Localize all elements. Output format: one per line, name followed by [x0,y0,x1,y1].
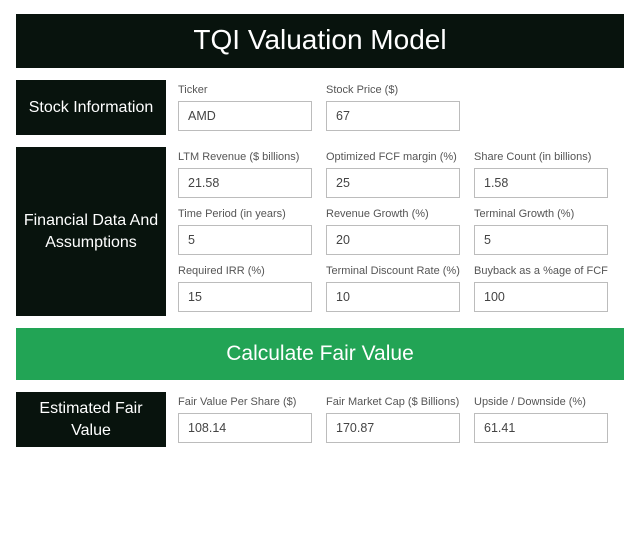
section-label-stock: Stock Information [16,80,166,135]
input-stock-price[interactable] [326,101,460,131]
section-stock-info: Stock Information Ticker Stock Price ($) [16,80,624,135]
input-time-period[interactable] [178,225,312,255]
input-ticker[interactable] [178,101,312,131]
input-fcf-margin[interactable] [326,168,460,198]
label-stock-price: Stock Price ($) [326,84,460,96]
label-fcf-margin: Optimized FCF margin (%) [326,151,460,163]
label-fair-value-share: Fair Value Per Share ($) [178,396,312,408]
section-financial: Financial Data And Assumptions LTM Reven… [16,147,624,316]
output-upside [474,413,608,443]
input-ltm-revenue[interactable] [178,168,312,198]
label-upside: Upside / Downside (%) [474,396,608,408]
section-estimated: Estimated Fair Value Fair Value Per Shar… [16,392,624,447]
section-label-financial: Financial Data And Assumptions [16,147,166,316]
input-required-irr[interactable] [178,282,312,312]
label-revenue-growth: Revenue Growth (%) [326,208,460,220]
label-fair-market-cap: Fair Market Cap ($ Billions) [326,396,460,408]
label-ticker: Ticker [178,84,312,96]
section-label-estimated: Estimated Fair Value [16,392,166,447]
label-buyback-pct: Buyback as a %age of FCF [474,265,608,277]
output-fair-market-cap [326,413,460,443]
input-revenue-growth[interactable] [326,225,460,255]
page-title: TQI Valuation Model [16,14,624,68]
input-share-count[interactable] [474,168,608,198]
input-terminal-discount[interactable] [326,282,460,312]
label-time-period: Time Period (in years) [178,208,312,220]
label-terminal-discount: Terminal Discount Rate (%) [326,265,460,277]
label-required-irr: Required IRR (%) [178,265,312,277]
label-terminal-growth: Terminal Growth (%) [474,208,608,220]
input-terminal-growth[interactable] [474,225,608,255]
calculate-button[interactable]: Calculate Fair Value [16,328,624,380]
label-ltm-revenue: LTM Revenue ($ billions) [178,151,312,163]
output-fair-value-share [178,413,312,443]
label-share-count: Share Count (in billions) [474,151,608,163]
input-buyback-pct[interactable] [474,282,608,312]
